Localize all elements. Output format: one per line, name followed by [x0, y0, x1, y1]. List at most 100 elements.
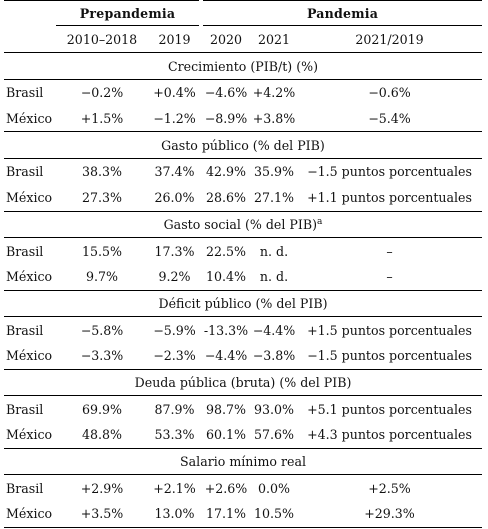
section-title-text: Déficit público (% del PIB)	[158, 295, 328, 311]
section-title: Crecimiento (PIB/t) (%)	[4, 52, 483, 81]
value-cell: 48.8%	[56, 422, 148, 449]
table-row: Brasil −5.8% −5.9% -13.3% −4.4% +1.5 puntos p…	[4, 317, 482, 343]
prepandemia-label: Prepandemia	[56, 6, 199, 27]
value-cell: −3.3%	[56, 342, 148, 370]
value-cell: +2.5%	[368, 480, 411, 496]
section-title-text: Crecimiento (PIB/t) (%)	[168, 58, 318, 74]
value-cell: −0.2%	[80, 85, 124, 101]
table-row: México 9.7% 9.2% 10.4% n. d. –	[4, 263, 483, 291]
value-cell: 9.2%	[148, 263, 201, 291]
table-row: Brasil 69.9% 87.9% 98.7% 93.0% +5.1 puntos po…	[4, 396, 482, 422]
column-header: 2021	[251, 26, 297, 54]
value-cell: 0.0%	[258, 480, 290, 496]
value-cell: −3.8%	[251, 342, 297, 370]
value-cell: +3.5%	[56, 501, 148, 528]
country-cell: Brasil	[6, 243, 44, 259]
table-row: Brasil 38.3% 37.4% 42.9% 35.9% −1.5 puntos po…	[4, 159, 482, 185]
section-header-row: Gasto social (% del PIB)a	[4, 211, 483, 239]
value-cell: −4.4%	[252, 322, 296, 338]
country-cell: Brasil	[6, 480, 44, 496]
value-cell: 17.1%	[201, 501, 251, 528]
section-title: Gasto social (% del PIB)a	[4, 211, 483, 239]
value-cell: 38.3%	[81, 164, 122, 180]
value-cell: +2.9%	[80, 480, 124, 496]
section-title: Deuda pública (bruta) (% del PIB)	[4, 369, 483, 397]
value-cell: 37.4%	[154, 164, 195, 180]
value-cell: 87.9%	[154, 401, 195, 417]
country-cell: México	[4, 263, 56, 291]
value-cell: +1.1 puntos porcentuales	[297, 184, 483, 212]
value-cell: 27.3%	[56, 184, 148, 212]
corner-cell-2	[4, 26, 56, 54]
value-cell: +3.8%	[251, 105, 297, 133]
table-row: México +3.5% 13.0% 17.1% 10.5% +29.3%	[4, 501, 483, 528]
section-header-row: Gasto público (% del PIB)	[4, 131, 483, 160]
value-cell: n. d.	[251, 263, 297, 291]
value-cell: 10.5%	[251, 501, 297, 528]
value-cell: –	[386, 243, 393, 259]
value-cell: 9.7%	[56, 263, 148, 291]
section-title-text: Salario mínimo real	[180, 454, 306, 470]
value-cell: −1.5 puntos porcentuales	[307, 164, 472, 180]
country-cell: Brasil	[6, 164, 44, 180]
country-cell: México	[4, 342, 56, 370]
section-title: Salario mínimo real	[4, 448, 483, 476]
value-cell: −4.4%	[201, 342, 251, 370]
group-header-prepandemia: Prepandemia	[56, 0, 201, 27]
section-title-text: Deuda pública (bruta) (% del PIB)	[134, 374, 352, 390]
value-cell: 17.3%	[154, 243, 195, 259]
group-header-pandemia: Pandemia	[198, 0, 483, 27]
column-header: 2020	[201, 26, 251, 54]
value-cell: +1.5%	[56, 105, 148, 133]
country-cell: Brasil	[6, 85, 44, 101]
pandemia-label: Pandemia	[203, 6, 483, 27]
table-row: México +1.5% −1.2% −8.9% +3.8% −5.4%	[4, 105, 483, 133]
value-cell: 22.5%	[205, 243, 246, 259]
column-header: 2021/2019	[297, 26, 483, 54]
value-cell: 57.6%	[251, 422, 297, 449]
country-cell: México	[4, 501, 56, 528]
value-cell: 98.7%	[205, 401, 246, 417]
value-cell: 13.0%	[148, 501, 201, 528]
value-cell: +1.5 puntos porcentuales	[307, 322, 472, 338]
value-cell: 42.9%	[205, 164, 246, 180]
value-cell: 10.4%	[201, 263, 251, 291]
country-cell: Brasil	[6, 322, 44, 338]
value-cell: −2.3%	[148, 342, 201, 370]
value-cell: −5.4%	[297, 105, 483, 133]
value-cell: –	[297, 263, 483, 291]
section-header-row: Crecimiento (PIB/t) (%)	[4, 52, 483, 81]
section-header-row: Déficit público (% del PIB)	[4, 290, 483, 318]
table-row: Brasil −0.2% +0.4% −4.6% +4.2% −0.6%	[4, 80, 482, 106]
value-cell: −5.8%	[80, 322, 124, 338]
value-cell: 93.0%	[253, 401, 294, 417]
data-table: Prepandemia Pandemia 2010–2018 2019 2020…	[4, 0, 483, 528]
section-header-row: Deuda pública (bruta) (% del PIB)	[4, 369, 483, 397]
value-cell: 28.6%	[201, 184, 251, 212]
table-row: México 27.3% 26.0% 28.6% 27.1% +1.1 puntos po…	[4, 184, 483, 212]
value-cell: 15.5%	[81, 243, 122, 259]
section-header-row: Salario mínimo real	[4, 448, 483, 476]
value-cell: +2.1%	[153, 480, 196, 496]
country-cell: Brasil	[6, 401, 44, 417]
table-row: Brasil +2.9% +2.1% +2.6% 0.0% +2.5%	[4, 475, 482, 501]
section-title: Déficit público (% del PIB)	[4, 290, 483, 318]
value-cell: 27.1%	[251, 184, 297, 212]
section-title-text: Gasto público (% del PIB)	[161, 137, 325, 153]
value-cell: +29.3%	[297, 501, 483, 528]
value-cell: −1.5 puntos porcentuales	[297, 342, 483, 370]
section-title-text: Gasto social (% del PIB)	[163, 216, 318, 232]
table-row: Brasil 15.5% 17.3% 22.5% n. d. –	[4, 238, 482, 264]
value-cell: +0.4%	[153, 85, 196, 101]
table-row: México −3.3% −2.3% −4.4% −3.8% −1.5 puntos po…	[4, 342, 483, 370]
value-cell: −1.2%	[148, 105, 201, 133]
country-cell: México	[4, 105, 56, 133]
value-cell: 53.3%	[148, 422, 201, 449]
country-cell: México	[4, 184, 56, 212]
section-title: Gasto público (% del PIB)	[4, 131, 483, 160]
value-cell: 60.1%	[201, 422, 251, 449]
value-cell: 26.0%	[148, 184, 201, 212]
value-cell: 35.9%	[253, 164, 294, 180]
corner-cell	[4, 0, 56, 27]
